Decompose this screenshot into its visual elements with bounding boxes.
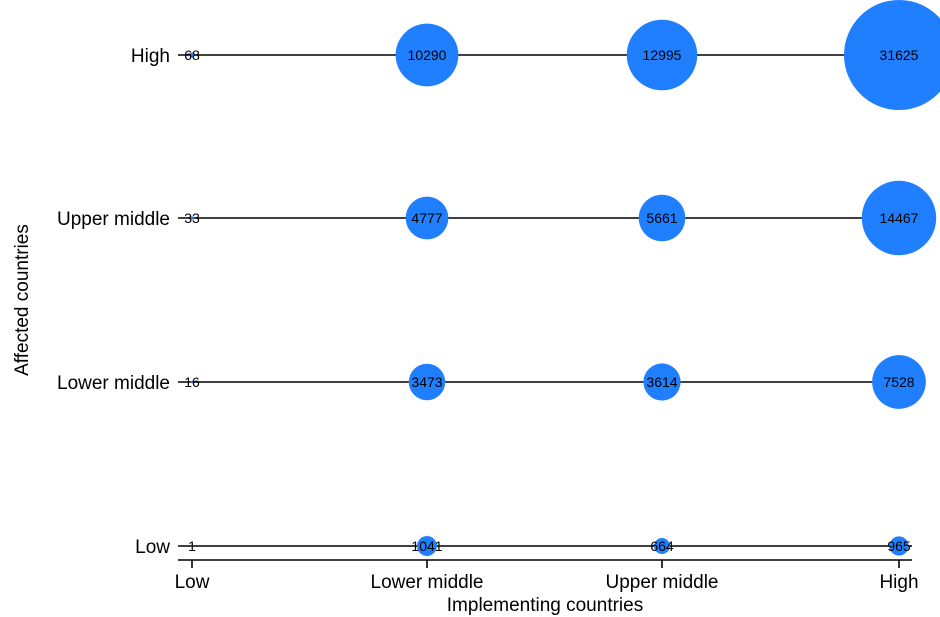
bubble (408, 363, 446, 401)
x-axis-title: Implementing countries (447, 595, 643, 616)
bubble-value-label: 7528 (883, 374, 914, 390)
bubble (844, 0, 940, 110)
y-axis: Low Lower middle Upper middle High (57, 46, 170, 558)
bubble (638, 194, 686, 242)
y-tick-label: Upper middle (57, 209, 170, 230)
bubble-value-label: 14467 (880, 210, 919, 226)
bubble-value-label: 68 (184, 47, 200, 63)
bubble (889, 536, 909, 556)
x-axis: Low Lower middle Upper middle High (175, 559, 919, 593)
bubble-value-label: 10290 (408, 47, 447, 63)
bubble-value-label: 31625 (880, 47, 919, 63)
bubble (190, 380, 194, 384)
y-tick-label: Low (135, 537, 170, 558)
y-axis-title: Affected countries (12, 224, 33, 376)
bubbles (189, 0, 940, 556)
bubble (872, 355, 926, 409)
bubble-value-label: 1041 (411, 538, 442, 554)
x-tick-label: High (879, 572, 918, 593)
data-labels: 68 10290 12995 31625 33 4777 5661 14467 16 3473 36… (184, 47, 918, 554)
bubble-value-label: 33 (184, 210, 200, 226)
bubble (417, 536, 437, 556)
y-tick-label: Lower middle (57, 373, 170, 394)
bubble (861, 180, 937, 256)
bubble (654, 538, 670, 554)
bubble (395, 23, 459, 87)
bubble-value-label: 12995 (643, 47, 682, 63)
bubble-value-label: 3614 (646, 374, 677, 390)
bubble-value-label: 664 (650, 538, 674, 554)
bubble-value-label: 4777 (411, 210, 442, 226)
x-tick-label: Low (175, 572, 210, 593)
bubble (626, 19, 698, 91)
x-tick-label: Upper middle (606, 572, 719, 593)
x-tick-label: Lower middle (371, 572, 484, 593)
bubble-value-label: 16 (184, 374, 200, 390)
bubble-value-label: 5661 (646, 210, 677, 226)
bubble-value-label: 3473 (411, 374, 442, 390)
bubble (405, 196, 449, 240)
bubble-value-label: 1 (188, 538, 196, 554)
bubble (643, 363, 681, 401)
bubble (191, 545, 193, 547)
y-tick-label: High (131, 46, 170, 67)
bubble (190, 216, 194, 220)
row-lines (178, 54, 912, 547)
bubble-value-label: 965 (887, 538, 911, 554)
bubble (189, 52, 195, 58)
